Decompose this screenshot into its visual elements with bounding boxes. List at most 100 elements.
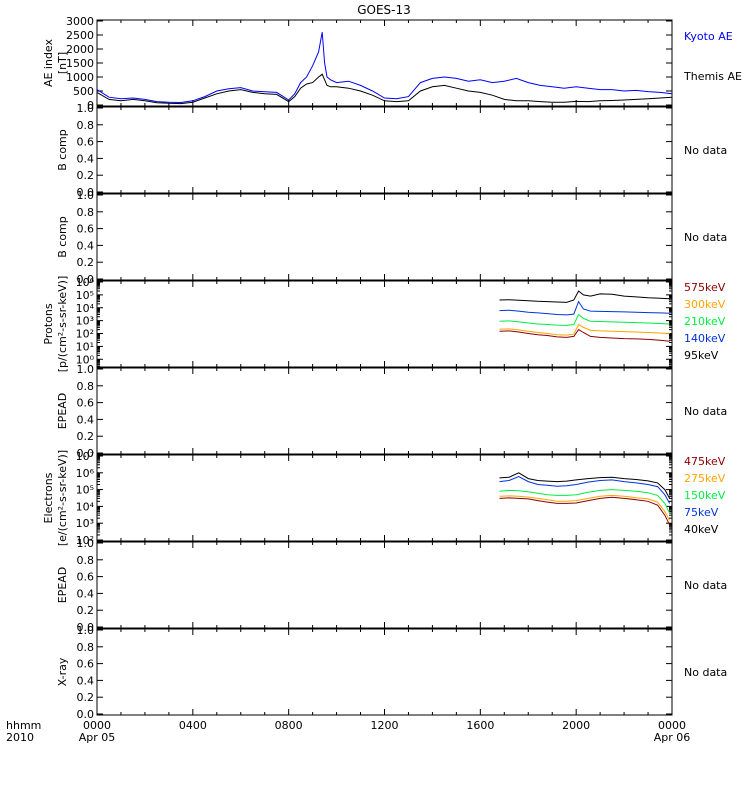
y-tick-label: 0.4 — [77, 413, 95, 426]
y-tick-label: 1.0 — [77, 537, 95, 550]
y-tick-label: 2500 — [66, 29, 94, 42]
y-tick-label: 0.8 — [77, 380, 95, 393]
y-axis-label: EPEAD — [56, 567, 69, 604]
x-axis-label: 2010 — [6, 731, 34, 744]
legend-entry: 95keV — [684, 349, 719, 362]
y-axis-label: EPEAD — [56, 393, 69, 430]
x-tick-label: 0000 — [658, 719, 686, 732]
y-tick-label: 0.6 — [77, 397, 95, 410]
x-tick-date-label: Apr 05 — [79, 731, 116, 744]
y-tick-label: 0.0 — [77, 708, 95, 721]
y-tick-label: 10⁶ — [76, 467, 95, 480]
y-tick-label: 10⁷ — [76, 450, 94, 463]
series-line-300kev — [499, 323, 670, 336]
panel-frame — [96, 106, 673, 194]
legend-entry: 475keV — [684, 455, 726, 468]
y-tick-label: 1.0 — [77, 189, 95, 202]
series-line-475kev — [499, 496, 671, 526]
series-line-575kev — [499, 328, 670, 342]
no-data-label: No data — [684, 144, 727, 157]
panel-bcomp2: 0.0 0.2 0.4 0.6 0.8 1.0 B comp No data — [56, 189, 727, 286]
y-tick-label: 1.0 — [77, 102, 95, 115]
y-tick-label: 0.6 — [77, 223, 95, 236]
x-tick-label: 0400 — [179, 719, 207, 732]
legend-entry: 210keV — [684, 315, 726, 328]
y-axis-label: [e/(cm²-s-sr-keV)] — [56, 450, 69, 546]
y-tick-label: 10⁵ — [76, 484, 94, 497]
y-tick-label: 0.6 — [77, 658, 95, 671]
y-tick-label: 0.8 — [77, 119, 95, 132]
y-tick-label: 0.2 — [77, 256, 95, 269]
no-data-label: No data — [684, 231, 727, 244]
legend-entry: Kyoto AE — [684, 30, 733, 43]
series-line-95kev — [499, 290, 670, 303]
panel-epead1: 0.0 0.2 0.4 0.6 0.8 1.0 EPEAD No data — [56, 363, 727, 460]
y-tick-label: 0.0 — [77, 273, 95, 286]
panel-xray: 0.0 0.2 0.4 0.6 0.8 1.0 X-ray No data — [56, 624, 727, 721]
y-tick-label: 10² — [76, 534, 94, 547]
y-tick-label: 1500 — [66, 57, 94, 70]
y-axis-label: B comp — [56, 216, 69, 258]
y-axis-label: AE index — [42, 38, 55, 87]
panel-frame — [96, 628, 673, 716]
no-data-label: No data — [684, 405, 727, 418]
panel-frame — [96, 367, 673, 455]
series-line-75kev — [499, 475, 671, 504]
series-line-40kev — [499, 472, 671, 499]
y-tick-label: 0.4 — [77, 674, 95, 687]
no-data-label: No data — [684, 666, 727, 679]
y-tick-label: 0.2 — [77, 430, 95, 443]
y-tick-label: 0.2 — [77, 604, 95, 617]
y-tick-label: 0.6 — [77, 136, 95, 149]
x-tick-label: 2000 — [562, 719, 590, 732]
y-tick-label: 0.0 — [77, 186, 95, 199]
y-tick-label: 0.8 — [77, 554, 95, 567]
x-tick-label: 0800 — [275, 719, 303, 732]
series-line-275kev — [499, 494, 671, 521]
legend-entry: 75keV — [684, 506, 719, 519]
y-tick-label: 1.0 — [77, 624, 95, 637]
y-axis-label: [p/(cm²-s-sr-keV)] — [56, 276, 69, 373]
y-axis-label: Electrons — [42, 472, 55, 523]
x-tick-label: 1200 — [371, 719, 399, 732]
no-data-label: No data — [684, 579, 727, 592]
panel-frame — [96, 541, 673, 629]
panel-frame — [96, 280, 673, 368]
y-tick-label: 10⁶ — [76, 276, 95, 289]
legend-entry: 300keV — [684, 298, 726, 311]
y-tick-label: 0.6 — [77, 571, 95, 584]
panel-frame — [96, 193, 673, 281]
y-tick-label: 0.4 — [77, 152, 95, 165]
y-tick-label: 10² — [76, 328, 94, 341]
y-tick-label: 1.0 — [77, 363, 95, 376]
y-tick-label: 1000 — [66, 71, 94, 84]
series-line-140kev — [499, 300, 670, 316]
series-line-themis-ae — [96, 73, 673, 105]
x-tick-date-label: Apr 06 — [654, 731, 691, 744]
y-tick-label: 10⁴ — [76, 302, 95, 315]
y-tick-label: 10⁴ — [76, 500, 95, 513]
y-tick-label: 0.4 — [77, 587, 95, 600]
panel-epead2: 0.0 0.2 0.4 0.6 0.8 1.0 EPEAD No data — [56, 537, 727, 634]
legend-entry: 40keV — [684, 523, 719, 536]
series-line-kyoto-ae — [96, 32, 673, 104]
y-tick-label: 0 — [87, 99, 94, 112]
y-tick-label: 0.4 — [77, 239, 95, 252]
legend-entry: 275keV — [684, 472, 726, 485]
legend-entry: 150keV — [684, 489, 726, 502]
y-tick-label: 10⁵ — [76, 289, 94, 302]
series-line-150kev — [499, 489, 671, 514]
legend-entry: 575keV — [684, 281, 726, 294]
y-tick-label: 0.8 — [77, 641, 95, 654]
panel-frame — [96, 454, 673, 542]
x-axis-label: hhmm — [6, 719, 41, 732]
y-tick-label: 0.2 — [77, 691, 95, 704]
y-tick-label: 10⁰ — [76, 353, 95, 366]
y-tick-label: 500 — [73, 85, 94, 98]
series-line-210kev — [499, 313, 670, 326]
panel-frame — [96, 19, 673, 107]
